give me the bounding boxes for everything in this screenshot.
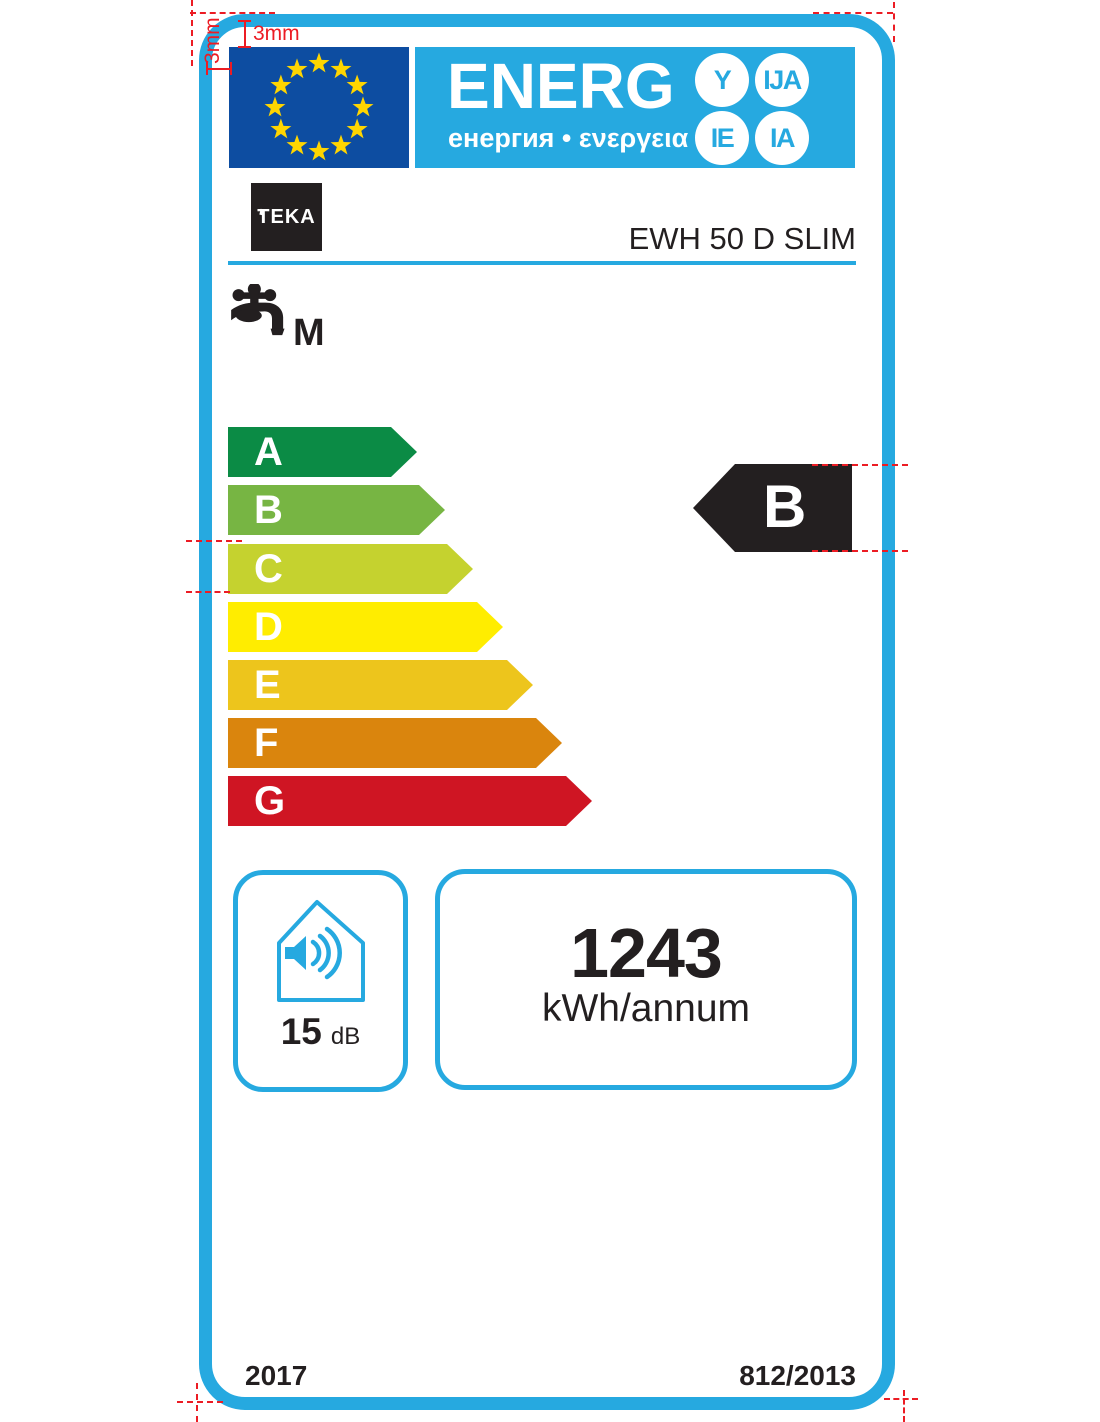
crop-mark-bottom-left-v bbox=[196, 1383, 198, 1422]
current-rating-arrow: B bbox=[693, 464, 852, 552]
footer-regulation: 812/2013 bbox=[739, 1360, 856, 1391]
measure-tick-left-1 bbox=[206, 62, 208, 75]
crop-mark-mid-left-2 bbox=[186, 591, 230, 593]
crop-mark-arrow-top bbox=[812, 464, 908, 466]
rating-bar-arrow-tip bbox=[391, 427, 417, 477]
rating-bar-fill: G bbox=[228, 776, 566, 826]
eu-flag-icon bbox=[229, 47, 409, 168]
measure-tick-top-1 bbox=[238, 20, 251, 22]
rating-bar-fill: F bbox=[228, 718, 536, 768]
rating-grade-label: C bbox=[254, 547, 283, 591]
rating-bar-arrow-tip bbox=[536, 718, 562, 768]
brand-logo: TEKA bbox=[251, 183, 322, 251]
crop-mark-top-left-h bbox=[190, 12, 275, 14]
eu-stars-icon bbox=[264, 52, 374, 161]
crop-mark-top-left-v bbox=[191, 0, 193, 66]
rating-grade-label: A bbox=[254, 430, 283, 474]
measure-tick-left-2 bbox=[230, 62, 232, 75]
rating-grade-label: B bbox=[254, 488, 283, 532]
model-underline bbox=[228, 261, 856, 265]
noise-value-row: 15 dB bbox=[238, 1011, 403, 1053]
rating-bar-f: F bbox=[228, 718, 562, 768]
noise-unit: dB bbox=[330, 1023, 361, 1050]
energ-subtitle: енергия • ενεργεια bbox=[448, 123, 689, 153]
rating-bar-b: B bbox=[228, 485, 445, 535]
margin-label-left: 3mm bbox=[201, 17, 224, 64]
rating-bar-fill: E bbox=[228, 660, 507, 710]
tap-letter: M bbox=[293, 312, 325, 354]
energy-value: 1243 bbox=[570, 914, 723, 992]
rating-bar-arrow-tip bbox=[566, 776, 592, 826]
house-sound-icon bbox=[276, 900, 365, 1002]
measure-line-top bbox=[244, 21, 246, 47]
model-name: EWH 50 D SLIM bbox=[628, 221, 856, 256]
rating-bar-fill: D bbox=[228, 602, 477, 652]
crop-mark-mid-left-1 bbox=[186, 540, 242, 542]
water-tap-icon bbox=[230, 282, 288, 341]
crop-mark-top-right-h bbox=[813, 12, 893, 14]
rating-bar-fill: C bbox=[228, 544, 447, 594]
footer-year: 2017 bbox=[245, 1360, 308, 1391]
rating-bar-arrow-tip bbox=[507, 660, 533, 710]
rating-bar-g: G bbox=[228, 776, 592, 826]
measure-tick-top-2 bbox=[238, 46, 251, 48]
rating-bar-d: D bbox=[228, 602, 503, 652]
margin-label-top: 3mm bbox=[253, 22, 300, 45]
rating-bar-arrow-tip bbox=[477, 602, 503, 652]
current-rating-grade: B bbox=[763, 472, 807, 540]
crop-mark-bottom-left-h bbox=[177, 1401, 223, 1403]
rating-grade-label: D bbox=[254, 605, 283, 649]
crop-mark-bottom-right-v bbox=[903, 1390, 905, 1422]
rating-bar-e: E bbox=[228, 660, 533, 710]
rating-bar-fill: A bbox=[228, 427, 391, 477]
language-badge-ia: IA bbox=[755, 111, 809, 165]
energy-consumption-box: 1243 kWh/annum bbox=[435, 869, 857, 1090]
crop-mark-bottom-right-h bbox=[884, 1398, 918, 1400]
language-badge-ie: IE bbox=[695, 111, 749, 165]
measure-line-left bbox=[207, 68, 231, 70]
crop-mark-top-right-v bbox=[893, 2, 895, 42]
language-badge-y: Y bbox=[695, 53, 749, 107]
rating-bar-arrow-tip bbox=[447, 544, 473, 594]
rating-bar-arrow-tip bbox=[419, 485, 445, 535]
current-rating-arrow-body: B bbox=[735, 464, 852, 552]
brand-logo-text: TEKA bbox=[257, 205, 316, 228]
crop-mark-arrow-bottom bbox=[812, 550, 908, 552]
language-badge-ija: IJA bbox=[755, 53, 809, 107]
rating-grade-label: F bbox=[254, 721, 279, 765]
current-rating-arrow-tip bbox=[693, 464, 735, 552]
energ-title: ENERG bbox=[447, 50, 675, 122]
noise-box: 15 dB bbox=[233, 870, 408, 1092]
energy-unit: kWh/annum bbox=[541, 987, 751, 1030]
rating-grade-label: E bbox=[254, 663, 281, 707]
rating-bar-a: A bbox=[228, 427, 417, 477]
rating-grade-label: G bbox=[254, 779, 286, 823]
noise-value: 15 bbox=[280, 1011, 322, 1052]
rating-bar-c: C bbox=[228, 544, 473, 594]
rating-bar-fill: B bbox=[228, 485, 419, 535]
